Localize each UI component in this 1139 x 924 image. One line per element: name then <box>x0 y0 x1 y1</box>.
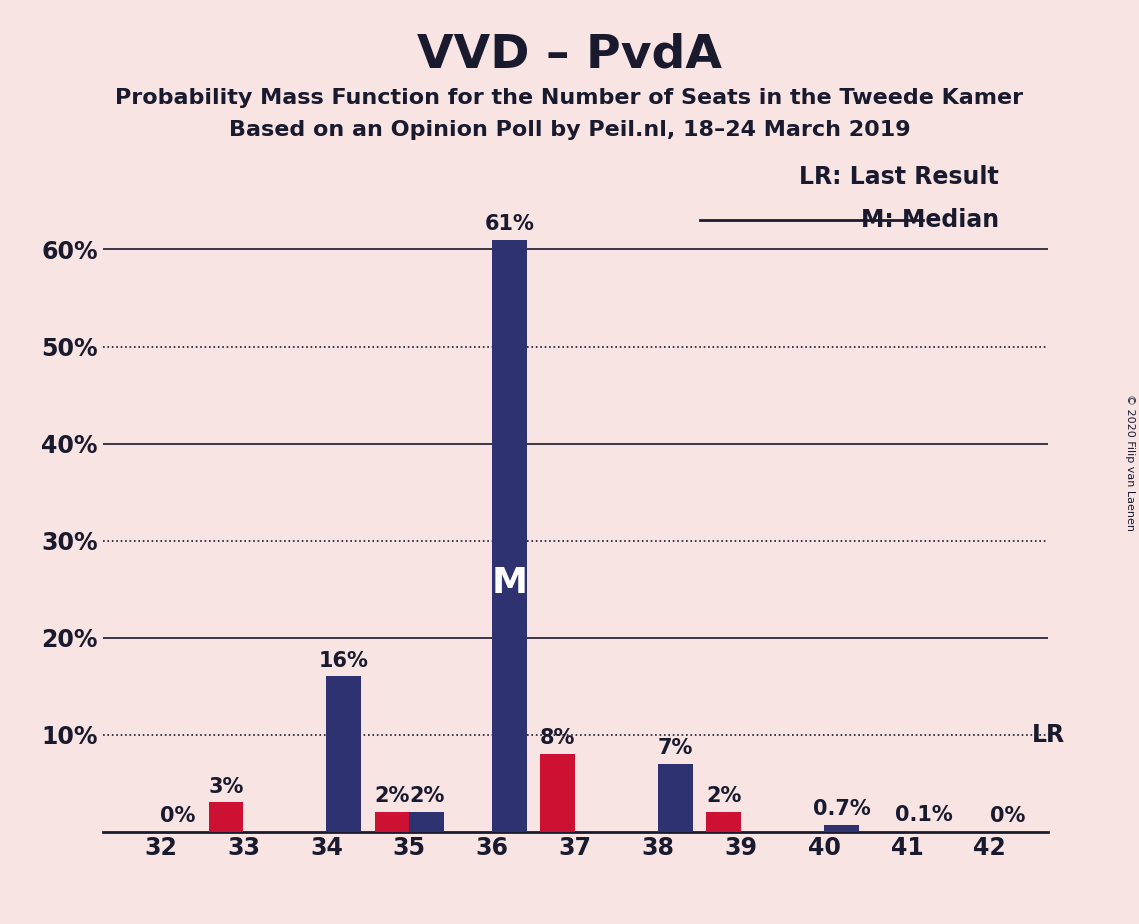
Text: 0.7%: 0.7% <box>812 799 870 819</box>
Text: VVD – PvdA: VVD – PvdA <box>417 32 722 78</box>
Text: 61%: 61% <box>485 214 534 234</box>
Text: 2%: 2% <box>409 786 444 807</box>
Bar <box>375 812 409 832</box>
Text: 0.1%: 0.1% <box>895 805 953 825</box>
Text: M: M <box>492 566 527 600</box>
Text: 3%: 3% <box>208 777 244 796</box>
Bar <box>907 831 942 832</box>
Text: 0%: 0% <box>990 806 1025 826</box>
Text: 2%: 2% <box>375 786 410 807</box>
Text: Probability Mass Function for the Number of Seats in the Tweede Kamer: Probability Mass Function for the Number… <box>115 88 1024 108</box>
Text: 8%: 8% <box>540 728 575 748</box>
Text: 7%: 7% <box>658 738 694 758</box>
Text: Based on an Opinion Poll by Peil.nl, 18–24 March 2019: Based on an Opinion Poll by Peil.nl, 18–… <box>229 120 910 140</box>
Bar <box>540 754 575 832</box>
Text: M: Median: M: Median <box>861 209 999 232</box>
Text: 16%: 16% <box>319 650 369 671</box>
Bar <box>658 763 693 832</box>
Text: © 2020 Filip van Laenen: © 2020 Filip van Laenen <box>1125 394 1134 530</box>
Bar <box>706 812 741 832</box>
Bar <box>208 802 244 832</box>
Bar <box>327 676 361 832</box>
Bar <box>492 240 527 832</box>
Text: LR: Last Result: LR: Last Result <box>800 164 999 188</box>
Text: LR: LR <box>1032 723 1065 747</box>
Text: 0%: 0% <box>161 806 196 826</box>
Bar <box>823 825 859 832</box>
Text: 2%: 2% <box>706 786 741 807</box>
Bar <box>409 812 444 832</box>
